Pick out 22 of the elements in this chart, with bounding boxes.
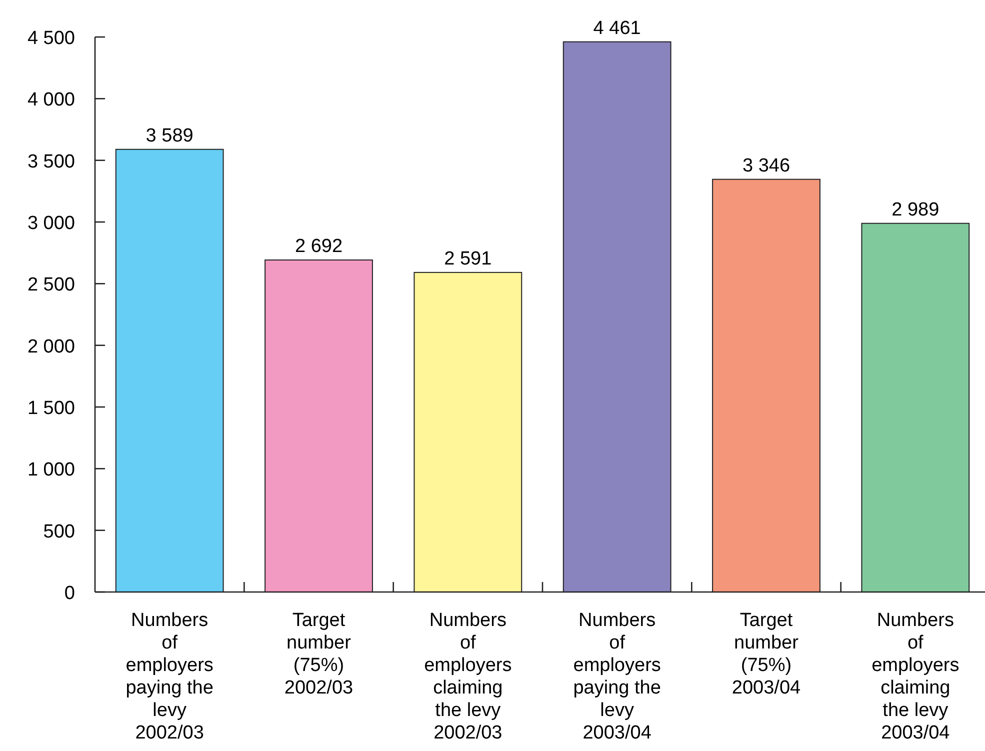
y-tick-label: 4 000	[27, 90, 75, 111]
x-tick-label: Target number (75%) 2002/03	[284, 610, 354, 698]
x-tick-label: Numbers of employers claiming the levy 2002/03	[424, 610, 512, 744]
y-tick-label: 4 500	[27, 28, 75, 49]
x-tick-label: Target number (75%) 2003/04	[732, 610, 802, 698]
y-tick-label: 1 000	[27, 460, 75, 481]
data-label: 3 589	[146, 125, 194, 146]
y-tick-label: 500	[43, 521, 75, 542]
y-tick-label: 2 500	[27, 274, 75, 296]
data-label: 3 346	[742, 155, 790, 176]
y-tick-label: 3 000	[27, 213, 75, 234]
x-tick-label: Numbers of employers paying the levy 2002/03	[126, 610, 214, 744]
y-tick-label: 2 000	[27, 336, 75, 358]
x-tick-label: Numbers of employers claiming the levy 2003/04	[872, 610, 960, 744]
data-label: 2 989	[892, 199, 940, 220]
y-tick-label: 1 500	[27, 398, 75, 419]
y-tick-label: 3 500	[27, 151, 75, 172]
data-label: 2 591	[444, 248, 492, 270]
x-tick-label: Numbers of employers paying the levy 2003/04	[573, 610, 661, 744]
y-tick-label: 0	[64, 583, 75, 604]
data-label: 2 692	[294, 236, 343, 257]
data-label: 4 461	[593, 18, 641, 39]
